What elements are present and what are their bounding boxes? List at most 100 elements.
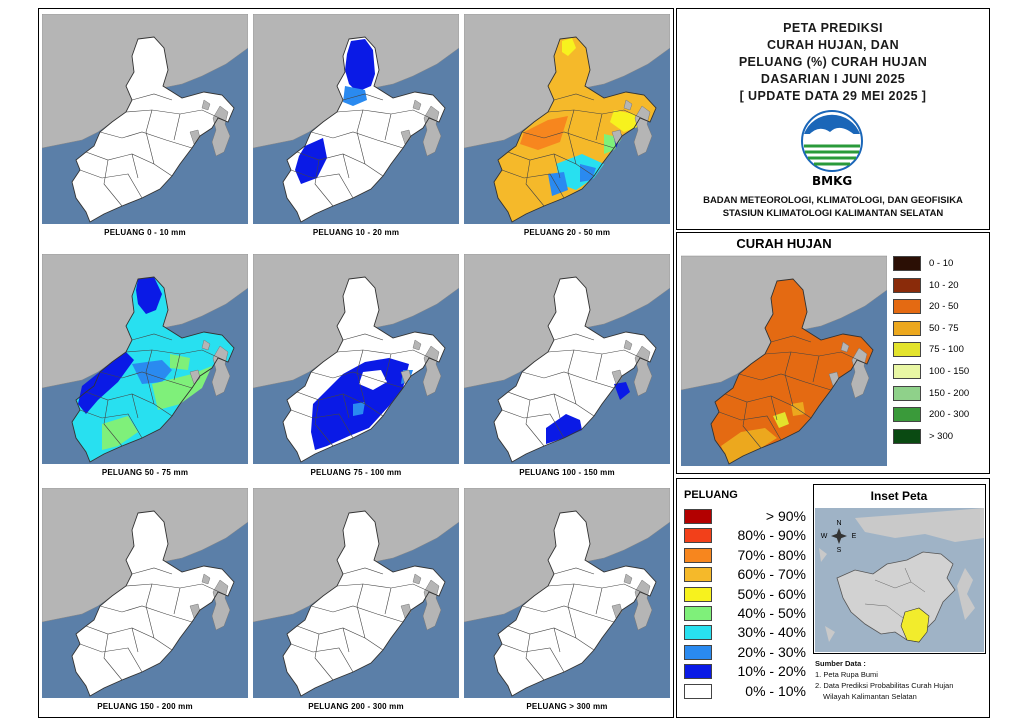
panel-caption: PELUANG 10 - 20 mm xyxy=(312,228,400,237)
probability-panel: PELUANG 0 - 10 mm xyxy=(42,14,248,237)
regency-border xyxy=(812,355,820,383)
probability-zone xyxy=(345,39,375,92)
peluang-legend-item: 60% - 70% xyxy=(684,566,808,585)
regency-border xyxy=(79,643,143,673)
organization-name: BADAN METEOROLOGI, KLIMATOLOGI, DAN GEOF… xyxy=(681,194,985,220)
curah-hujan-legend-item: 0 - 10 xyxy=(893,254,985,276)
probability-panel: PELUANG 50 - 75 mm xyxy=(42,254,248,477)
peluang-legend-title: PELUANG xyxy=(684,489,738,501)
legend-label: 0 - 10 xyxy=(929,258,954,269)
regency-border xyxy=(384,353,392,381)
probability-map xyxy=(253,254,459,464)
curah-hujan-title: CURAH HUJAN xyxy=(736,236,832,251)
panel-caption: PELUANG 20 - 50 mm xyxy=(523,228,611,237)
regency-border xyxy=(99,131,193,149)
province-outline xyxy=(71,276,235,463)
regency-border xyxy=(145,349,155,405)
legend-swatch xyxy=(893,277,921,293)
regency-border xyxy=(784,351,794,407)
regency-border xyxy=(501,409,565,439)
regency-border xyxy=(310,605,404,623)
peluang-legend-item: > 90% xyxy=(684,508,808,527)
probability-zone xyxy=(132,360,172,384)
probability-zone xyxy=(353,402,365,416)
province-outline xyxy=(282,510,446,697)
regency-border xyxy=(173,587,181,615)
island xyxy=(623,573,633,585)
curah-hujan-legend: 0 - 10 10 - 20 20 - 50 50 - 75 75 - 100 100 -… xyxy=(893,254,985,448)
probability-zone xyxy=(136,277,162,314)
probability-map xyxy=(253,14,459,224)
probability-map xyxy=(42,14,248,224)
island xyxy=(412,573,422,585)
regency-border xyxy=(314,399,334,447)
regency-border xyxy=(131,93,173,101)
peluang-legend-item: 70% - 80% xyxy=(684,547,808,566)
bmkg-logo xyxy=(801,110,863,172)
regency-border xyxy=(145,583,155,639)
peluang-legend-item: 30% - 40% xyxy=(684,624,808,643)
legend-swatch xyxy=(893,256,921,271)
province-area xyxy=(711,279,873,464)
probability-map xyxy=(464,254,670,464)
legend-label: 50% - 60% xyxy=(737,585,806,602)
probability-zone xyxy=(170,354,190,370)
regency-border xyxy=(356,583,366,639)
regency-border xyxy=(567,109,577,165)
regency-border xyxy=(173,353,181,381)
regency-border xyxy=(131,393,139,419)
regency-border xyxy=(384,587,392,615)
province-area xyxy=(494,277,656,462)
probability-zone xyxy=(295,138,327,184)
regency-border xyxy=(103,159,123,207)
svg-text:E: E xyxy=(852,533,857,540)
regency-border xyxy=(342,93,384,101)
regency-border xyxy=(342,567,384,575)
province-outline xyxy=(282,276,446,463)
legend-swatch xyxy=(684,664,712,680)
legend-label: 50 - 75 xyxy=(929,322,959,334)
legend-label: 0% - 10% xyxy=(745,682,806,699)
legend-swatch xyxy=(893,363,921,379)
regency-border xyxy=(131,333,173,341)
province-area xyxy=(283,511,445,696)
probability-zone xyxy=(102,416,138,450)
island xyxy=(840,341,850,353)
inset-map: N S W E xyxy=(815,508,984,652)
title-line-1: PETA PREDIKSI xyxy=(783,21,883,35)
island xyxy=(623,99,633,111)
curah-hujan-legend-item: 100 - 150 xyxy=(893,362,985,384)
probability-panel: PELUANG 200 - 300 mm xyxy=(253,488,459,711)
regency-border xyxy=(131,153,139,179)
probability-panel: PELUANG 75 - 100 mm xyxy=(253,254,459,477)
regency-border xyxy=(553,93,595,101)
regency-border xyxy=(79,409,143,439)
legend-swatch xyxy=(893,342,921,358)
province-outline xyxy=(71,510,235,697)
probability-panel: PELUANG 150 - 200 mm xyxy=(42,488,248,711)
regency-border xyxy=(290,643,354,673)
regency-border xyxy=(595,587,603,615)
regency-border xyxy=(742,401,762,449)
source-item-1: 1. Peta Rupa Bumi xyxy=(815,670,878,679)
peluang-legend-item: 80% - 90% xyxy=(684,527,808,546)
legend-label: 10 - 20 xyxy=(929,279,959,291)
svg-text:W: W xyxy=(821,533,828,540)
island xyxy=(201,573,211,585)
legend-label: 70% - 80% xyxy=(737,546,806,563)
curah-hujan-legend-item: 150 - 200 xyxy=(893,384,985,406)
legend-swatch xyxy=(893,428,921,444)
probability-zone xyxy=(343,86,367,106)
province-area xyxy=(72,511,234,696)
island xyxy=(412,99,422,111)
title-line-4: DASARIAN I JUNI 2025 xyxy=(760,72,906,86)
legend-label: 200 - 300 xyxy=(929,409,970,421)
regency-border xyxy=(131,567,173,575)
regency-border xyxy=(310,131,404,149)
legend-swatch xyxy=(684,586,712,602)
peluang-legend-item: 10% - 20% xyxy=(684,663,808,682)
bmkg-logo-text: BMKG xyxy=(812,174,853,188)
regency-border xyxy=(553,393,561,419)
province-outline xyxy=(710,278,874,465)
curah-hujan-legend-item: 75 - 100 xyxy=(893,340,985,362)
